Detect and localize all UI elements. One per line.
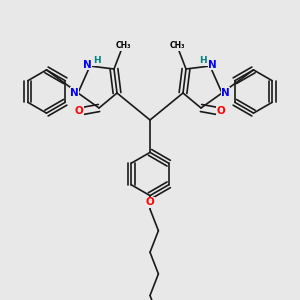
Text: O: O	[146, 197, 154, 207]
Text: N: N	[208, 59, 217, 70]
Text: N: N	[221, 88, 230, 98]
Text: N: N	[83, 59, 92, 70]
Text: N: N	[70, 88, 79, 98]
Text: H: H	[200, 56, 207, 65]
Text: O: O	[217, 106, 226, 116]
Text: O: O	[74, 106, 83, 116]
Text: CH₃: CH₃	[115, 41, 131, 50]
Text: CH₃: CH₃	[169, 41, 185, 50]
Text: H: H	[93, 56, 101, 65]
